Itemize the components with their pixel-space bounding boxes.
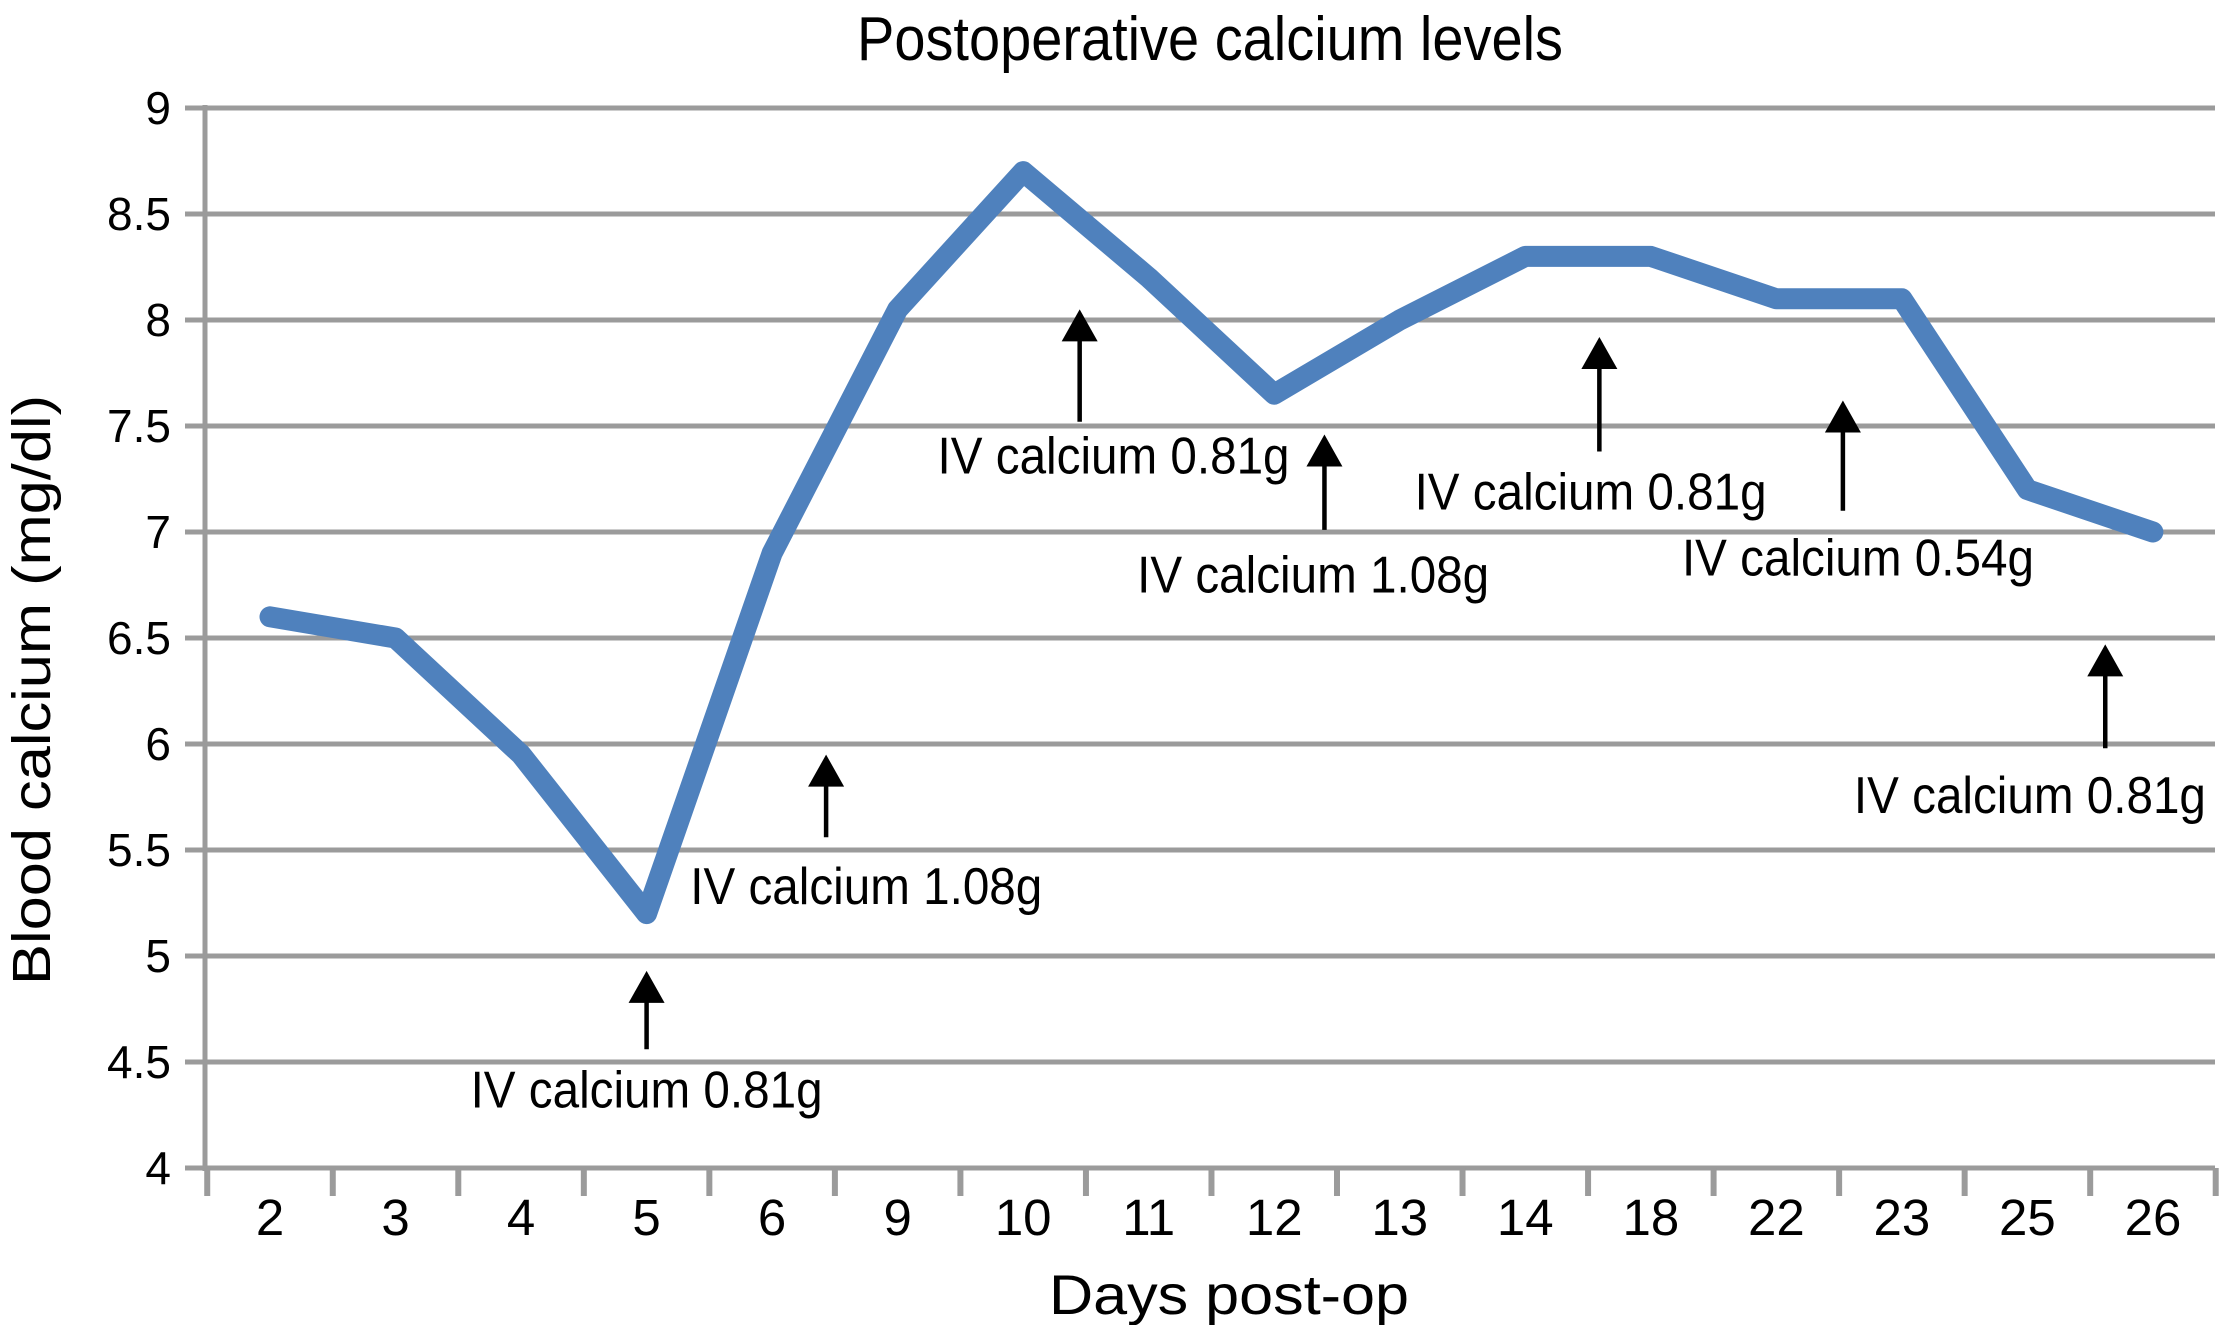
annotation-label: IV calcium 0.81g [1415, 464, 1767, 522]
y-tick-label-4.5: 4.5 [107, 1036, 171, 1088]
annotation-3: IV calcium 0.81g [938, 309, 1290, 486]
y-tick-label-7: 7 [145, 506, 171, 558]
x-tick-label-12: 12 [1246, 1189, 1303, 1246]
annotation-arrowhead [1824, 400, 1861, 433]
annotation-label: IV calcium 0.54g [1682, 529, 2034, 587]
y-tick-label-9: 9 [145, 82, 171, 134]
dose-annotations: IV calcium 0.81g IV calcium 1.08g IV calci… [471, 309, 2206, 1120]
calcium-series-polyline [259, 161, 2164, 925]
annotation-7: IV calcium 0.81g [1854, 644, 2206, 825]
annotation-label: IV calcium 0.81g [938, 428, 1290, 486]
annotation-arrowhead [1061, 309, 1098, 342]
annotation-4: IV calcium 1.08g [1137, 434, 1489, 604]
annotation-5: IV calcium 0.81g [1415, 336, 1767, 522]
y-tick-label-6: 6 [145, 718, 171, 770]
x-tick-label-22: 22 [1748, 1189, 1805, 1246]
annotation-6: IV calcium 0.54g [1682, 400, 2034, 587]
y-tick-label-6.5: 6.5 [107, 612, 171, 664]
annotation-arrowhead [1306, 434, 1343, 467]
annotation-1: IV calcium 0.81g [471, 970, 823, 1120]
chart-title: Postoperative calcium levels [857, 5, 1563, 74]
annotation-2: IV calcium 1.08g [690, 754, 1042, 916]
y-tick-label-5.5: 5.5 [107, 824, 171, 876]
x-axis-title: Days post-op [1049, 1263, 1409, 1325]
x-tick-label-9: 9 [883, 1189, 911, 1246]
annotation-label: IV calcium 1.08g [1137, 546, 1489, 604]
x-tick-labels: 2 3 4 5 6 9 10 11 12 13 14 18 22 23 25 26 [256, 1189, 2182, 1246]
annotation-label: IV calcium 0.81g [471, 1062, 823, 1120]
y-axis-title: Blood calcium (mg/dl) [2, 395, 62, 985]
annotation-arrowhead [1581, 336, 1618, 369]
annotation-arrowhead [628, 970, 665, 1003]
x-tick-label-14: 14 [1497, 1189, 1554, 1246]
x-tick-label-10: 10 [995, 1189, 1052, 1246]
annotation-label: IV calcium 0.81g [1854, 767, 2206, 825]
gridlines [205, 105, 2215, 1171]
y-tick-label-8: 8 [145, 294, 171, 346]
x-tick-label-3: 3 [381, 1189, 409, 1246]
x-tick-label-13: 13 [1371, 1189, 1428, 1246]
x-tick-label-5: 5 [632, 1189, 660, 1246]
x-tick-label-6: 6 [758, 1189, 786, 1246]
x-tick-label-4: 4 [507, 1189, 535, 1246]
x-tick-label-2: 2 [256, 1189, 284, 1246]
annotation-arrowhead [2087, 644, 2124, 677]
annotation-label: IV calcium 1.08g [690, 858, 1042, 916]
y-tick-label-4: 4 [145, 1142, 171, 1194]
calcium-series [259, 161, 2164, 925]
y-tick-label-7.5: 7.5 [107, 400, 171, 452]
annotation-arrowhead [808, 754, 845, 787]
x-tick-label-26: 26 [2125, 1189, 2182, 1246]
y-tick-label-5: 5 [145, 930, 171, 982]
y-tick-labels: 4 4.5 5 5.5 6 6.5 7 7.5 8 8.5 9 [107, 82, 171, 1194]
x-tick-label-23: 23 [1874, 1189, 1931, 1246]
x-tick-label-25: 25 [1999, 1189, 2056, 1246]
x-tick-label-11: 11 [1122, 1189, 1175, 1246]
x-tick-label-18: 18 [1622, 1189, 1679, 1246]
axes [185, 105, 2219, 1196]
y-tick-label-8.5: 8.5 [107, 188, 171, 240]
